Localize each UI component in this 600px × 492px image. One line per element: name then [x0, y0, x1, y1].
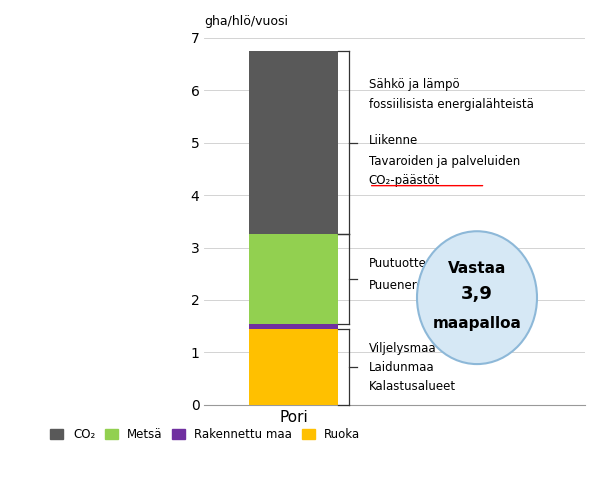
- Text: Vastaa: Vastaa: [448, 261, 506, 276]
- Bar: [249, 51, 338, 234]
- Text: gha/hlö/vuosi: gha/hlö/vuosi: [205, 15, 289, 29]
- Text: Liikenne: Liikenne: [369, 133, 418, 147]
- Text: CO₂-päästöt: CO₂-päästöt: [369, 174, 440, 187]
- Bar: [249, 329, 338, 405]
- Text: Sähkö ja lämpö: Sähkö ja lämpö: [369, 78, 460, 92]
- Text: 3,9: 3,9: [461, 285, 493, 303]
- Text: fossiilisista energialähteistä: fossiilisista energialähteistä: [369, 98, 533, 111]
- Text: maapalloa: maapalloa: [433, 316, 521, 331]
- Text: Kalastusalueet: Kalastusalueet: [369, 379, 456, 393]
- Bar: [249, 324, 338, 329]
- Text: Tavaroiden ja palveluiden: Tavaroiden ja palveluiden: [369, 154, 520, 167]
- Legend: CO₂, Metsä, Rakennettu maa, Ruoka: CO₂, Metsä, Rakennettu maa, Ruoka: [50, 428, 360, 441]
- Text: Viljelysmaa: Viljelysmaa: [369, 342, 436, 355]
- Text: Puutuotteet: Puutuotteet: [369, 257, 439, 270]
- Text: Laidunmaa: Laidunmaa: [369, 361, 434, 373]
- Bar: [249, 234, 338, 324]
- Text: Puuenergia: Puuenergia: [369, 279, 436, 292]
